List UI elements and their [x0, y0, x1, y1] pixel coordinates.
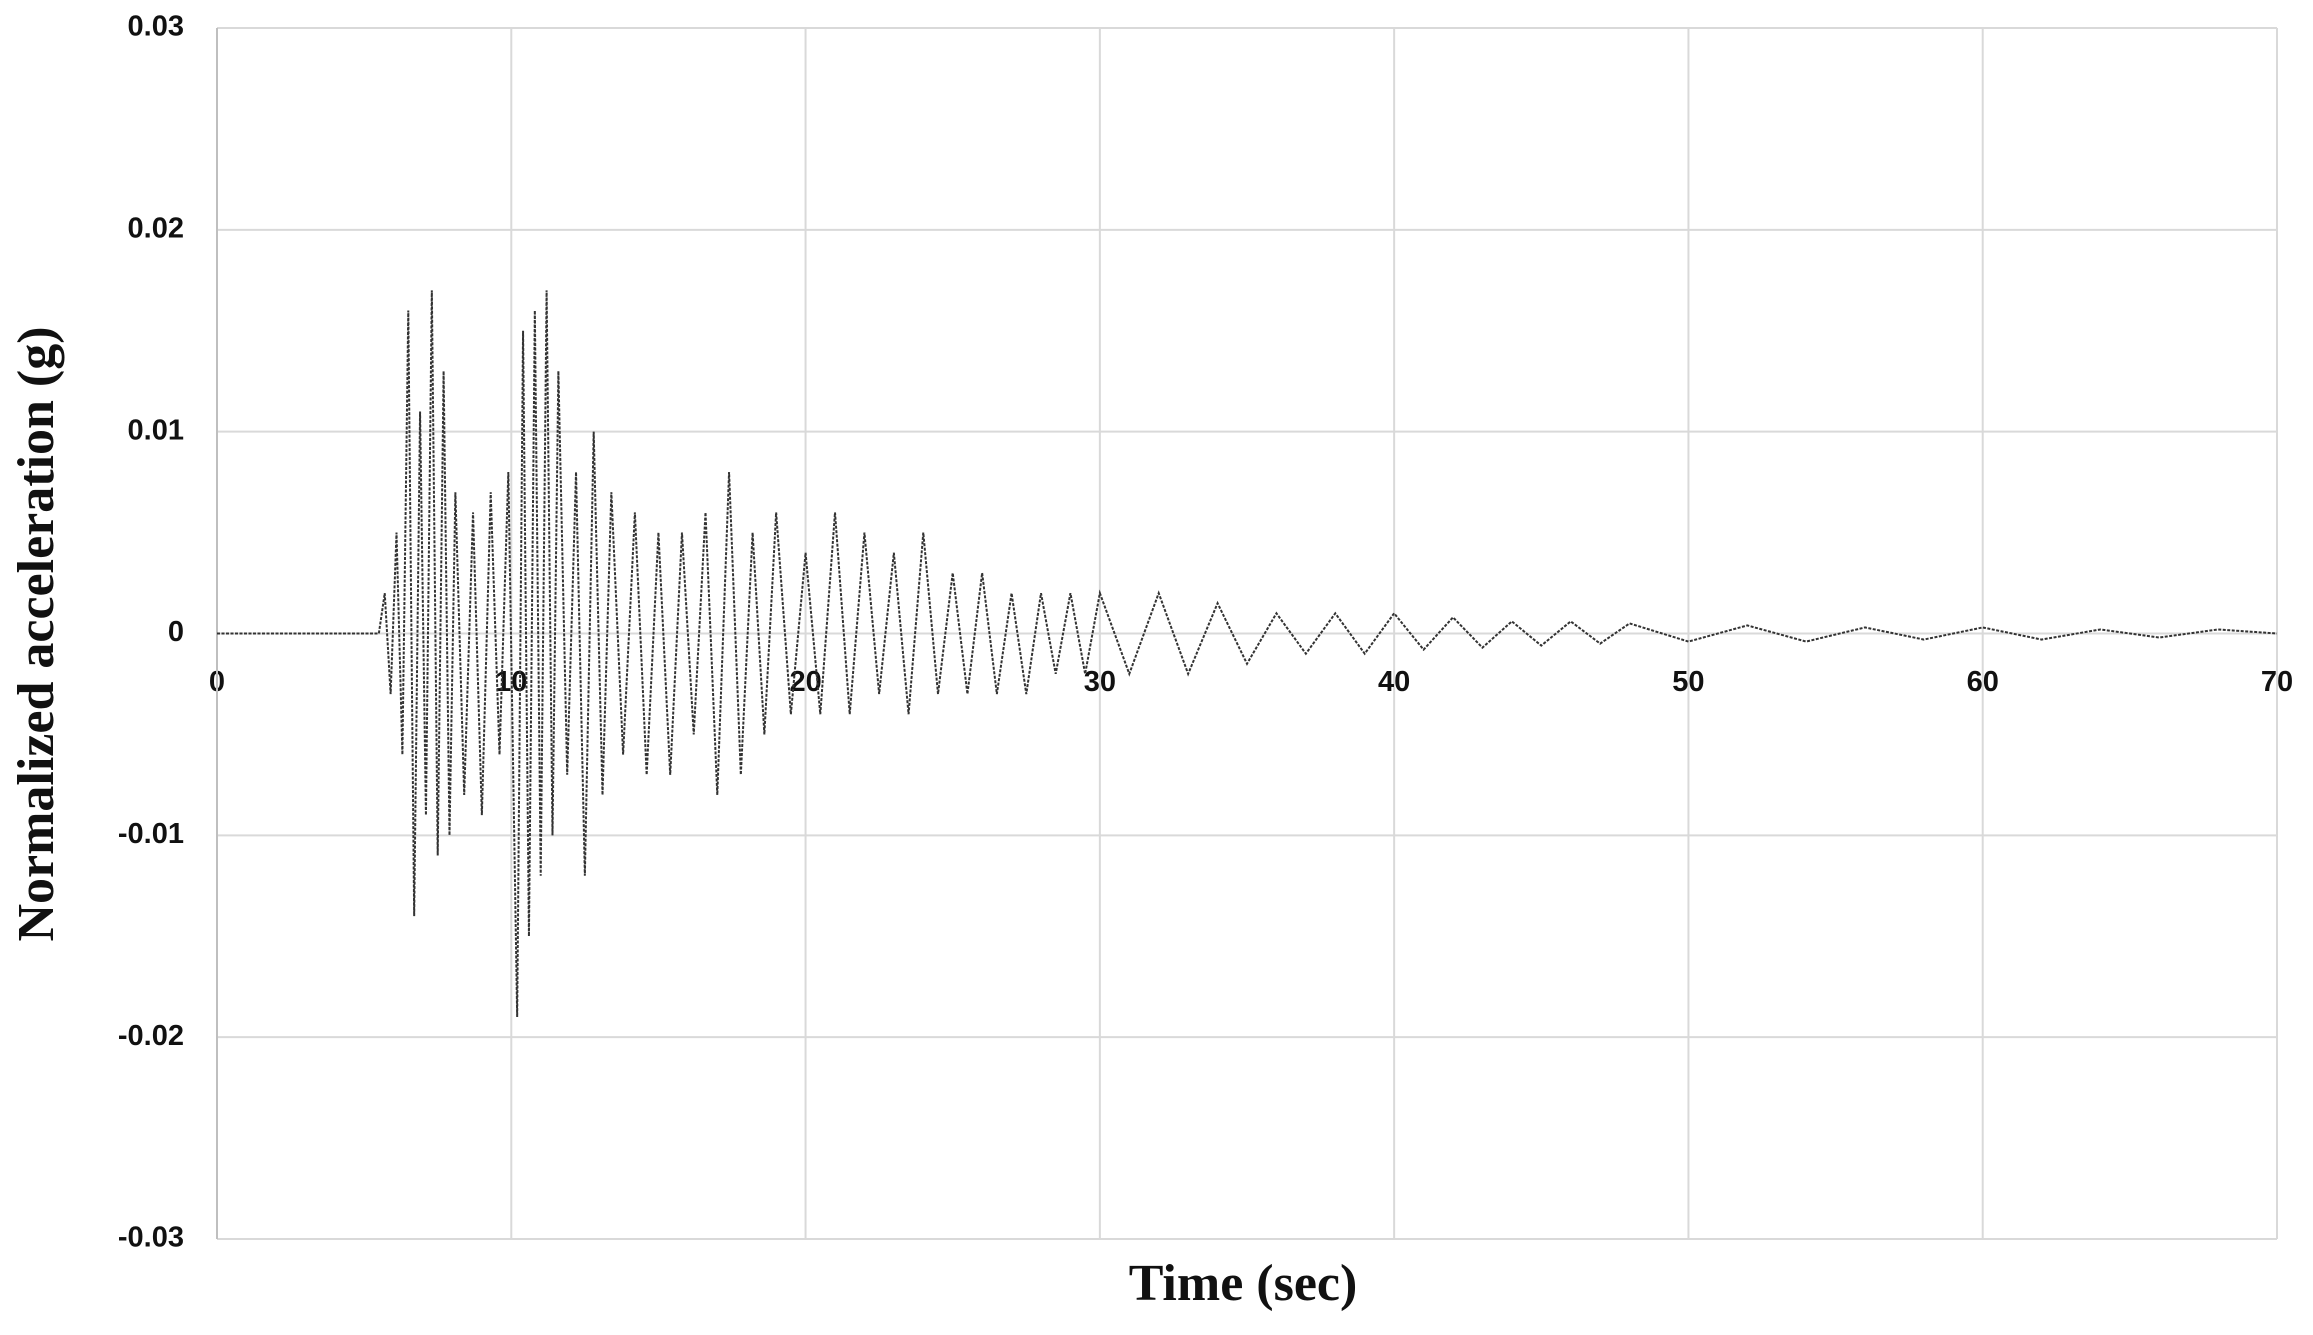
- x-tick-label: 40: [1378, 666, 1410, 698]
- y-tick-label: 0.01: [128, 414, 184, 446]
- series-line: [217, 290, 2278, 1017]
- y-tick-label: -0.01: [118, 818, 184, 850]
- x-axis-title: Time (sec): [1129, 1255, 1358, 1312]
- y-axis-title: Normalized acceleration (g): [8, 326, 65, 941]
- x-tick-label: 60: [1967, 666, 1999, 698]
- y-tick-label: 0.03: [128, 11, 184, 43]
- x-tick-label: 30: [1084, 666, 1116, 698]
- x-tick-label: 50: [1672, 666, 1704, 698]
- y-tick-label: -0.03: [118, 1222, 184, 1254]
- y-tick-label: 0.02: [128, 212, 184, 244]
- y-tick-label: -0.02: [118, 1020, 184, 1052]
- y-tick-label: 0: [168, 616, 184, 648]
- x-tick-label: 70: [2261, 666, 2293, 698]
